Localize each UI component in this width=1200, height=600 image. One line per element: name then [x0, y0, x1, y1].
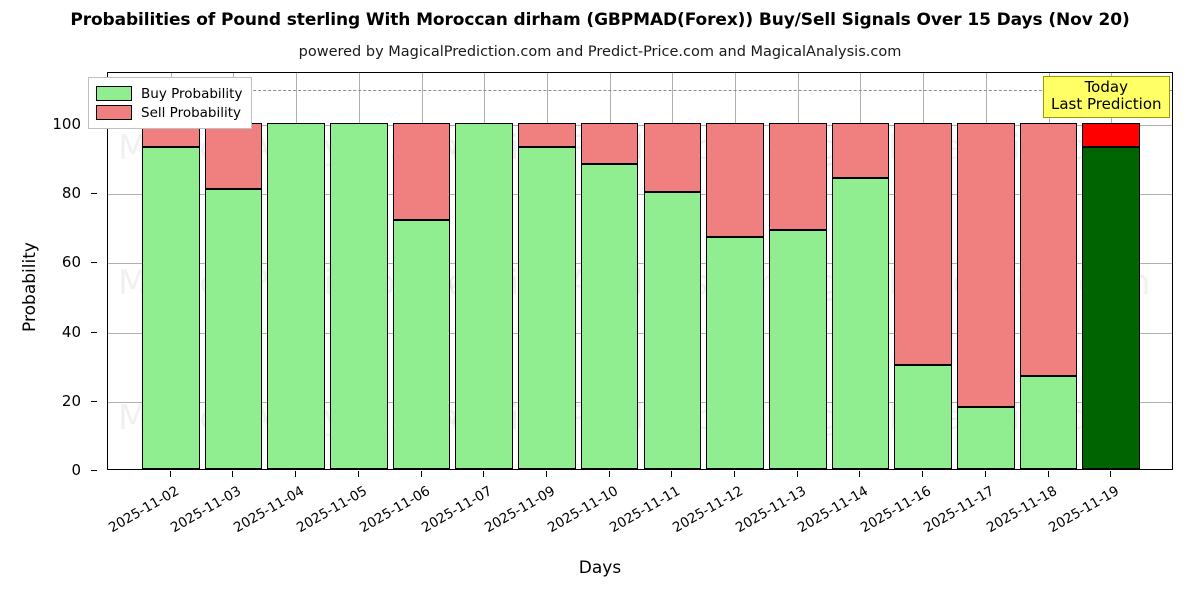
plot-inner: MagicalAnalysis.comMagicalPrediction.com… [108, 73, 1172, 469]
y-tick [91, 400, 97, 402]
x-tick [609, 471, 610, 477]
bar[interactable] [706, 73, 764, 469]
threshold-line [108, 90, 1172, 92]
x-tick [922, 471, 923, 477]
bar[interactable] [518, 73, 576, 469]
x-tick [421, 471, 422, 477]
bar-segment-sell [1019, 122, 1078, 376]
gridline-horizontal [108, 263, 1172, 265]
y-tick-label: 0 [71, 461, 81, 479]
bar-segment-buy [455, 122, 514, 469]
x-tick [170, 471, 171, 477]
x-tick [232, 471, 233, 477]
bar-segment-sell [894, 122, 953, 366]
y-tick-label: 20 [61, 391, 81, 410]
y-tick [91, 262, 97, 264]
x-tick [797, 471, 798, 477]
legend-label: Buy Probability [141, 85, 243, 102]
bar-segment-buy [329, 122, 388, 469]
page-title: Probabilities of Pound sterling With Mor… [70, 10, 1130, 30]
bar[interactable] [957, 73, 1015, 469]
x-axis: 2025-11-02 2025-11-03 2025-11-04 2025-11-05… [106, 471, 1173, 591]
today-label: Today [1084, 78, 1128, 96]
legend-label: Sell Probability [141, 104, 242, 121]
bar-segment-sell [392, 122, 451, 220]
y-tick [91, 331, 97, 333]
x-axis-title: Days [578, 558, 622, 578]
bar-segment-sell [204, 122, 263, 189]
legend-item: Sell Probability [96, 103, 242, 122]
y-tick-label: 40 [61, 322, 81, 341]
bar-segment-buy [580, 164, 639, 469]
last-prediction-label: Last Prediction [1051, 94, 1162, 113]
y-axis-title: Probability [20, 242, 40, 332]
y-tick-label: 100 [52, 114, 81, 133]
bar-segment-buy [706, 237, 764, 469]
bar-segment-buy [643, 192, 702, 469]
legend-swatch-buy [96, 86, 132, 101]
bar-segment-sell [518, 122, 576, 148]
bar-segment-sell [831, 122, 890, 179]
bar[interactable] [329, 73, 388, 469]
bar-segment-buy [141, 147, 200, 469]
bar-segment-sell [706, 122, 764, 238]
bar[interactable] [768, 73, 827, 469]
x-tick [483, 471, 484, 477]
bar-today[interactable] [1082, 73, 1141, 469]
bar-segment-buy [894, 365, 953, 469]
x-tick [1048, 471, 1049, 477]
bar-segment-buy [768, 230, 827, 469]
bar-segment-buy [204, 188, 263, 469]
bar-segment-sell [957, 122, 1015, 407]
x-tick [358, 471, 359, 477]
y-tick [91, 193, 97, 195]
bar[interactable] [643, 73, 702, 469]
bar[interactable] [455, 73, 514, 469]
x-tick [546, 471, 547, 477]
bar[interactable] [267, 73, 325, 469]
chart-subtitle: powered by MagicalPrediction.com and Pre… [298, 44, 902, 60]
gridline-horizontal [108, 332, 1172, 334]
y-axis: Probability 0 20 40 60 80 100 [0, 72, 97, 479]
bar[interactable] [141, 73, 200, 469]
x-tick [295, 471, 296, 477]
legend-swatch-sell [96, 105, 132, 120]
bar[interactable] [1019, 73, 1078, 469]
y-tick [91, 470, 97, 471]
x-tick [734, 471, 735, 477]
gridline-horizontal [108, 401, 1172, 403]
x-tick [859, 471, 860, 477]
y-tick-label: 80 [61, 184, 81, 203]
chart-legend: Buy Probability Sell Probability [88, 77, 253, 129]
bar[interactable] [580, 73, 639, 469]
bar-segment-sell [643, 122, 702, 193]
gridline-horizontal [108, 124, 1172, 126]
plot-area: MagicalAnalysis.comMagicalPrediction.com… [107, 72, 1173, 470]
bar-segment-sell [1082, 122, 1141, 148]
legend-item: Buy Probability [96, 84, 242, 103]
x-tick [985, 471, 986, 477]
today-annotation: Today Last Prediction [1043, 76, 1170, 118]
bar-segment-buy [831, 178, 890, 469]
bar-segment-buy [1082, 147, 1141, 469]
bar-segment-buy [392, 219, 451, 469]
bar-segment-buy [518, 147, 576, 469]
bar-segment-sell [768, 122, 827, 231]
bar[interactable] [831, 73, 890, 469]
gridline-horizontal [108, 194, 1172, 196]
bar-segment-buy [957, 406, 1015, 469]
bar-segment-buy [1019, 375, 1078, 469]
bar-segment-sell [580, 122, 639, 165]
bar[interactable] [894, 73, 953, 469]
y-tick-label: 60 [61, 253, 81, 272]
bar[interactable] [204, 73, 263, 469]
x-tick [1110, 471, 1111, 477]
bar-segment-buy [267, 122, 325, 469]
x-tick [671, 471, 672, 477]
bar[interactable] [392, 73, 451, 469]
